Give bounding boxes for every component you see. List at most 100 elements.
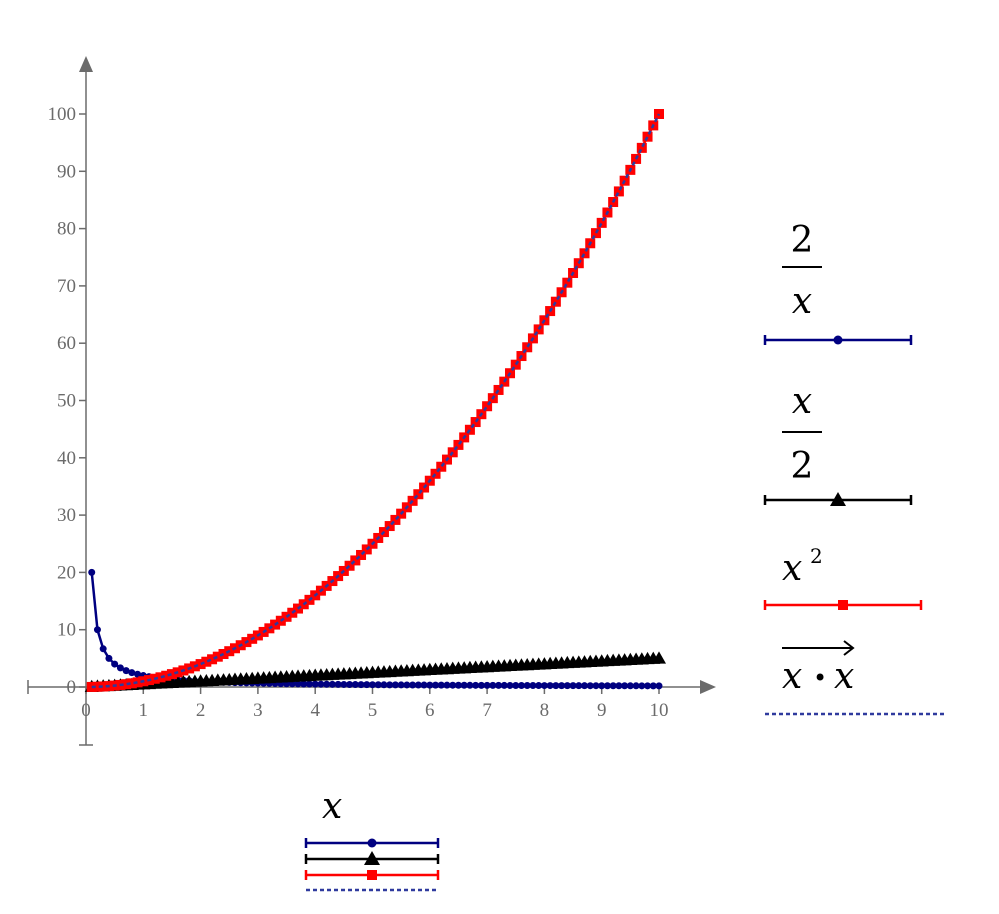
data-point (598, 682, 606, 690)
data-point (121, 679, 132, 690)
data-point (386, 681, 394, 689)
data-point (512, 681, 520, 689)
x-tick-label: 0 (81, 700, 91, 721)
data-point (500, 681, 508, 689)
data-point (522, 342, 533, 353)
data-point (652, 651, 666, 664)
data-point (397, 681, 405, 689)
legend-x-times-x-left: x (782, 656, 802, 697)
data-point (384, 521, 395, 532)
legend-item-x-times-x: x • x (765, 640, 947, 716)
axes (27, 56, 716, 746)
data-point (523, 682, 531, 690)
data-point (155, 672, 166, 683)
data-point (98, 681, 109, 692)
data-point (649, 682, 657, 690)
data-point (86, 681, 97, 692)
legend-x-squared-exponent: 2 (810, 544, 823, 568)
data-point (413, 489, 424, 500)
legend-2-over-x-denominator: x (792, 281, 812, 322)
data-point (212, 651, 223, 662)
data-point (466, 681, 474, 689)
data-point (470, 417, 481, 428)
data-point (550, 296, 561, 307)
data-point (390, 514, 401, 525)
vectorize-arrow-head (843, 640, 855, 656)
data-point (126, 678, 137, 689)
data-point (207, 654, 218, 665)
series-layer (84, 109, 666, 692)
legend-x-over-2-numerator: x (792, 381, 812, 422)
data-point (613, 186, 624, 197)
data-point (414, 681, 422, 689)
data-point (344, 560, 355, 571)
legend: 2 x x 2 x 2 x • x (763, 220, 947, 716)
y-tick-label: 20 (57, 562, 76, 583)
x-tick-label: 4 (310, 700, 320, 721)
data-point (426, 681, 434, 689)
data-point (105, 654, 113, 662)
data-point (391, 681, 399, 689)
y-tick-label: 50 (57, 391, 76, 412)
data-point (437, 681, 445, 689)
data-point (636, 142, 647, 153)
x-axis-arrow (700, 680, 716, 694)
data-point (581, 682, 589, 690)
data-point (586, 682, 594, 690)
data-point (453, 439, 464, 450)
data-point (128, 669, 136, 677)
swatch-marker (830, 492, 846, 506)
data-point (443, 681, 451, 689)
data-point (334, 680, 342, 688)
data-point (506, 681, 514, 689)
data-point (380, 681, 388, 689)
x-ticks: 0 1 2 3 4 5 6 7 8 9 10 (81, 687, 669, 721)
data-point (132, 677, 143, 688)
series-x-2 (86, 109, 664, 692)
swatch-marker (833, 335, 843, 345)
data-point (122, 667, 130, 675)
data-point (495, 681, 503, 689)
data-point (363, 681, 371, 689)
x-tick-label: 8 (540, 700, 550, 721)
data-point (558, 682, 566, 690)
data-point (166, 669, 177, 680)
legend-x-over-2-swatch (763, 492, 913, 506)
data-point (596, 217, 607, 228)
data-point (477, 681, 485, 689)
swatch-marker (838, 600, 848, 610)
legend-x-squared-base: x (782, 548, 802, 589)
data-point (575, 682, 583, 690)
data-point (569, 682, 577, 690)
data-point (323, 680, 331, 688)
data-point (638, 682, 646, 690)
x-axis-swatches (304, 838, 440, 892)
y-tick-label: 30 (57, 505, 76, 526)
x-tick-label: 2 (196, 700, 206, 721)
series-line (91, 113, 661, 689)
data-point (356, 549, 367, 560)
data-point (340, 680, 348, 688)
data-point (350, 555, 361, 566)
data-point (482, 401, 493, 412)
data-point (472, 681, 480, 689)
swatch-marker (364, 851, 380, 865)
swatch-marker (367, 838, 377, 848)
data-point (621, 682, 629, 690)
data-point (489, 681, 497, 689)
data-point (88, 568, 96, 576)
data-point (563, 682, 571, 690)
legend-2-over-x-swatch (763, 335, 913, 345)
data-point (111, 660, 119, 668)
swatch-marker (367, 870, 377, 880)
data-point (454, 681, 462, 689)
data-point (305, 680, 313, 688)
legend-x-over-2-denominator: 2 (791, 446, 814, 487)
data-point (517, 681, 525, 689)
x-tick-label: 3 (253, 700, 263, 721)
data-point (369, 681, 376, 689)
data-point (579, 248, 590, 259)
data-point (317, 680, 325, 688)
y-ticks: 0 10 20 30 40 50 60 70 80 90 100 (48, 104, 86, 698)
legend-x-squared-swatch (763, 600, 923, 610)
